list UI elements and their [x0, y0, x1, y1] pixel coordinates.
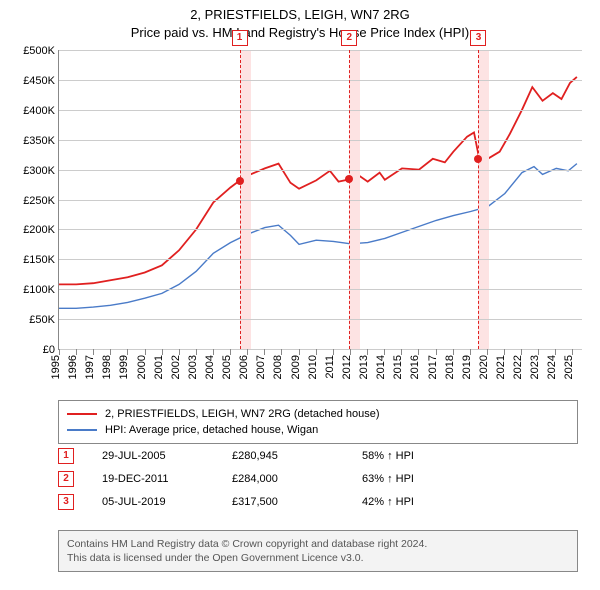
x-tick-label: 2001 — [153, 355, 165, 379]
event-table-row: 3 05-JUL-2019£317,50042% ↑ HPI — [58, 494, 578, 510]
event-diff: 42% ↑ HPI — [362, 496, 414, 508]
x-tick-label: 2018 — [444, 355, 456, 379]
x-tick-label: 2003 — [187, 355, 199, 379]
x-tick-label: 2016 — [409, 355, 421, 379]
title-block: 2, PRIESTFIELDS, LEIGH, WN7 2RG Price pa… — [0, 0, 600, 42]
x-tick-label: 2024 — [546, 355, 558, 379]
event-vline — [349, 50, 350, 349]
x-tick-label: 2011 — [324, 355, 336, 379]
event-date: 05-JUL-2019 — [102, 496, 232, 508]
event-diff: 63% ↑ HPI — [362, 473, 414, 485]
legend-label-property: 2, PRIESTFIELDS, LEIGH, WN7 2RG (detache… — [105, 406, 380, 422]
x-tick-label: 2021 — [495, 355, 507, 379]
x-tick-label: 2012 — [341, 355, 353, 379]
x-tick-label: 2009 — [290, 355, 302, 379]
legend-row: 2, PRIESTFIELDS, LEIGH, WN7 2RG (detache… — [67, 406, 569, 422]
event-point — [474, 155, 482, 163]
y-tick-label: £350K — [23, 135, 55, 147]
x-tick-label: 2004 — [204, 355, 216, 379]
event-price: £280,945 — [232, 450, 362, 462]
x-tick-label: 2007 — [255, 355, 267, 379]
series-hpi — [59, 164, 577, 309]
event-diff: 58% ↑ HPI — [362, 450, 414, 462]
y-tick-label: £500K — [23, 45, 55, 57]
event-point — [345, 175, 353, 183]
x-tick-label: 2010 — [307, 355, 319, 379]
y-gridline: £200K — [59, 229, 582, 230]
event-vline — [478, 50, 479, 349]
event-date: 19-DEC-2011 — [102, 473, 232, 485]
y-gridline: £400K — [59, 110, 582, 111]
x-tick-label: 2006 — [238, 355, 250, 379]
footnote-box: Contains HM Land Registry data © Crown c… — [58, 530, 578, 572]
title-line-1: 2, PRIESTFIELDS, LEIGH, WN7 2RG — [0, 6, 600, 24]
legend-box: 2, PRIESTFIELDS, LEIGH, WN7 2RG (detache… — [58, 400, 578, 444]
x-tick-label: 2015 — [392, 355, 404, 379]
x-tick-label: 2002 — [170, 355, 182, 379]
event-marker: 3 — [470, 30, 486, 46]
y-gridline: £450K — [59, 80, 582, 81]
series-property — [59, 77, 577, 285]
legend-row: HPI: Average price, detached house, Wiga… — [67, 422, 569, 438]
event-price: £317,500 — [232, 496, 362, 508]
event-marker: 1 — [232, 30, 248, 46]
y-gridline: £350K — [59, 140, 582, 141]
y-gridline: £250K — [59, 200, 582, 201]
legend-swatch-property — [67, 413, 97, 415]
footnote-line-1: Contains HM Land Registry data © Crown c… — [67, 537, 569, 551]
x-tick-label: 2019 — [461, 355, 473, 379]
legend-swatch-hpi — [67, 429, 97, 431]
x-tick-label: 1999 — [118, 355, 130, 379]
x-tick-label: 1995 — [50, 355, 62, 379]
event-point — [236, 177, 244, 185]
y-gridline: £150K — [59, 259, 582, 260]
events-table: 1 29-JUL-2005£280,94558% ↑ HPI 2 19-DEC-201… — [58, 448, 578, 517]
y-tick-label: £300K — [23, 165, 55, 177]
y-tick-label: £450K — [23, 75, 55, 87]
plot-area: £0£50K£100K£150K£200K£250K£300K£350K£400… — [58, 50, 582, 350]
x-tick-label: 2017 — [427, 355, 439, 379]
chart-area: £0£50K£100K£150K£200K£250K£300K£350K£400… — [10, 50, 590, 390]
event-num-box: 2 — [58, 471, 74, 487]
x-tick-label: 2025 — [563, 355, 575, 379]
y-gridline: £300K — [59, 170, 582, 171]
x-tick-label: 1997 — [84, 355, 96, 379]
event-date: 29-JUL-2005 — [102, 450, 232, 462]
x-tick-label: 2022 — [512, 355, 524, 379]
y-gridline: £50K — [59, 319, 582, 320]
event-num-box: 3 — [58, 494, 74, 510]
event-table-row: 1 29-JUL-2005£280,94558% ↑ HPI — [58, 448, 578, 464]
x-tick-label: 2008 — [272, 355, 284, 379]
title-line-2: Price paid vs. HM Land Registry's House … — [0, 24, 600, 42]
y-gridline: £500K — [59, 50, 582, 51]
y-tick-label: £150K — [23, 254, 55, 266]
event-num-box: 1 — [58, 448, 74, 464]
y-tick-label: £50K — [29, 314, 55, 326]
x-tick-label: 2000 — [136, 355, 148, 379]
x-tick-label: 2020 — [478, 355, 490, 379]
event-table-row: 2 19-DEC-2011£284,00063% ↑ HPI — [58, 471, 578, 487]
x-tick-label: 1996 — [67, 355, 79, 379]
x-tick-label: 1998 — [101, 355, 113, 379]
chart-container: 2, PRIESTFIELDS, LEIGH, WN7 2RG Price pa… — [0, 0, 600, 590]
footnote-line-2: This data is licensed under the Open Gov… — [67, 551, 569, 565]
x-tick-label: 2023 — [529, 355, 541, 379]
y-gridline: £100K — [59, 289, 582, 290]
y-tick-label: £400K — [23, 105, 55, 117]
y-tick-label: £100K — [23, 284, 55, 296]
x-tick-label: 2005 — [221, 355, 233, 379]
y-tick-label: £200K — [23, 224, 55, 236]
x-tick-label: 2014 — [375, 355, 387, 379]
x-tick-label: 2013 — [358, 355, 370, 379]
y-tick-label: £250K — [23, 195, 55, 207]
event-vline — [240, 50, 241, 349]
event-price: £284,000 — [232, 473, 362, 485]
event-marker: 2 — [341, 30, 357, 46]
legend-label-hpi: HPI: Average price, detached house, Wiga… — [105, 422, 318, 438]
